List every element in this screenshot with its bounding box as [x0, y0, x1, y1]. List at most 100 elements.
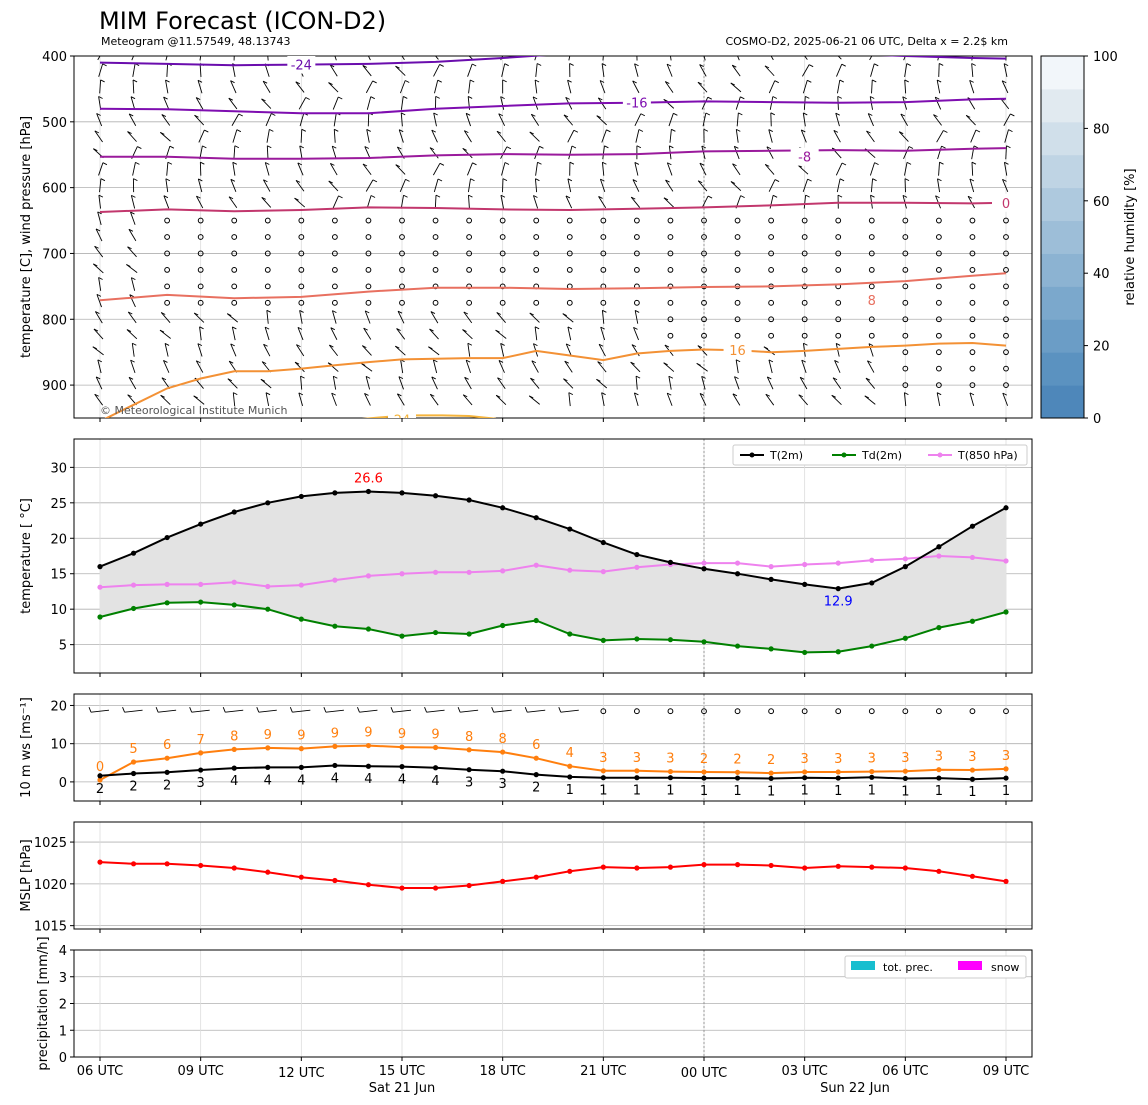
wind-barb-flag — [467, 96, 473, 99]
calm-wind-symbol — [231, 234, 238, 240]
legend-label: snow — [991, 961, 1019, 974]
wind-barb-flag — [772, 194, 778, 198]
wind-speed-point — [869, 774, 875, 780]
wind-barb — [969, 392, 975, 406]
wind-barb-flag — [500, 194, 506, 198]
wind-barb-flag — [495, 394, 501, 398]
wind-barb — [94, 393, 104, 406]
wind-barb — [262, 80, 271, 93]
wind-barb — [697, 180, 708, 192]
wind-barb — [468, 195, 470, 209]
gust-point — [130, 759, 137, 765]
calm-wind-symbol — [868, 234, 875, 240]
t850-point — [432, 569, 439, 575]
wind-barb — [98, 162, 104, 176]
td2m-point — [835, 649, 841, 655]
wind-barb-flag — [1010, 113, 1015, 117]
wind-barb — [562, 313, 574, 323]
wind-barb-flag — [740, 195, 745, 199]
legend-marker — [841, 452, 847, 458]
wind-barb-flag — [668, 375, 674, 379]
mslp-point — [332, 877, 338, 884]
wind-barb — [97, 211, 102, 226]
calm-wind-symbol — [701, 250, 707, 257]
wind-barb-flag — [334, 128, 339, 132]
wind-barb-flag — [227, 313, 232, 317]
wind-barb-flag — [93, 263, 98, 267]
wind-barb — [769, 195, 774, 209]
wind-barb — [500, 146, 508, 159]
mslp-point — [500, 878, 506, 884]
wind-barb-flag — [906, 161, 912, 165]
y-tick-label: 1015 — [34, 920, 67, 935]
wind-barb-flag — [537, 161, 542, 165]
wind-barb-flag — [332, 47, 336, 49]
wind-barb — [96, 294, 102, 308]
wind-barb-flag — [471, 63, 477, 67]
wind-barb — [701, 376, 706, 390]
wind-barb-flag — [569, 161, 575, 165]
wind-speed-point — [936, 775, 942, 781]
wind-barb — [568, 56, 571, 61]
calm-wind-symbol — [432, 283, 439, 290]
t850-point — [365, 573, 372, 579]
wind-barb-flag — [933, 114, 938, 118]
wind-barb-flag — [163, 96, 168, 100]
wind-barb-flag — [732, 64, 737, 68]
gust-value-label: 6 — [163, 738, 171, 753]
wind-barb — [467, 162, 473, 176]
wind-barb — [97, 359, 102, 374]
wind-barb-flag — [496, 130, 502, 134]
wind-barb — [668, 376, 672, 390]
wind-barb-flag — [939, 161, 944, 165]
calm-wind-symbol — [835, 299, 842, 306]
wind-barb-flag — [496, 312, 501, 315]
gust-value-label: 3 — [834, 752, 842, 767]
calm-wind-symbol — [868, 267, 875, 273]
calm-wind-symbol — [231, 283, 238, 290]
t850-point — [936, 553, 942, 559]
wind-barb-flag — [839, 79, 844, 83]
wind-barb — [1000, 97, 1010, 110]
calm-wind-symbol — [969, 365, 976, 372]
calm-wind-symbol — [768, 267, 775, 273]
wind-barb-flag — [137, 48, 141, 50]
calm-wind-symbol — [331, 267, 338, 273]
wind-barb-flag — [735, 359, 741, 363]
wind-barb-flag — [604, 47, 608, 49]
wind-barb — [297, 162, 304, 176]
wind-barb-flag — [533, 195, 538, 198]
wind-barb — [800, 129, 807, 143]
calm-wind-symbol — [499, 250, 506, 257]
wind-barb — [768, 179, 776, 192]
wind-barb-flag — [876, 48, 880, 50]
wind-barb-flag — [803, 112, 808, 116]
gust-value-label: 2 — [700, 752, 708, 767]
wind-barb-flag — [465, 359, 471, 363]
calm-wind-symbol — [432, 267, 439, 273]
wind-barb — [834, 360, 841, 373]
wind-barb — [869, 56, 873, 61]
wind-barb — [635, 376, 638, 390]
colorbar-segment — [1041, 286, 1084, 320]
wind-barb-flag — [395, 345, 400, 349]
gust-point — [365, 742, 372, 749]
wind-barb-flag — [502, 178, 508, 182]
wind-barb — [330, 327, 338, 340]
wind-barb-flag — [565, 195, 571, 199]
wind-barb — [870, 63, 875, 77]
t2m-point — [701, 566, 707, 572]
wind-barb-flag — [698, 180, 703, 184]
wind-barb — [831, 394, 842, 405]
y-tick-label: 3 — [59, 971, 67, 986]
td2m-point — [265, 606, 271, 612]
gust-point — [466, 747, 472, 753]
calm-wind-symbol — [164, 234, 171, 240]
wind-barb — [764, 65, 775, 77]
isotherm-line — [99, 272, 1007, 302]
wind-barb-flag — [194, 114, 199, 118]
wind-barb-flag — [636, 145, 642, 149]
wind-barb — [501, 162, 506, 176]
wind-barb — [634, 63, 639, 77]
wind-barb — [601, 392, 605, 407]
